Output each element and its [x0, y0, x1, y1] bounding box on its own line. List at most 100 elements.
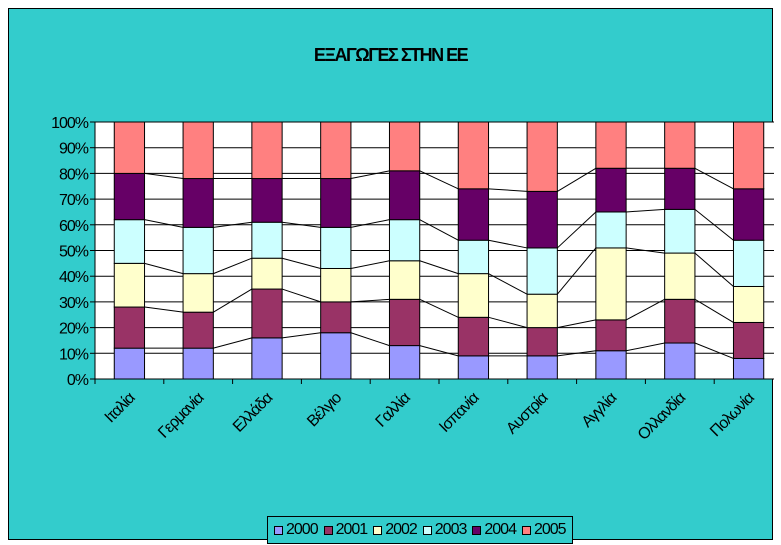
series-line-2002	[488, 273, 528, 295]
y-tick-label: 90%	[59, 141, 89, 158]
bar-segment-2001	[388, 298, 421, 347]
bar-segment-2003	[732, 239, 765, 287]
legend-item-2004: 2004	[472, 521, 517, 539]
series-line-2003	[144, 219, 184, 228]
x-tick-label: Ιταλία	[102, 389, 139, 426]
series-line-2002	[350, 260, 390, 269]
legend-label: 2003	[434, 521, 468, 538]
series-line-2003	[488, 239, 528, 249]
bar-segment-2001	[320, 301, 352, 334]
bar-segment-2005	[113, 121, 146, 174]
bar-segment-2001	[595, 319, 627, 352]
bar-segment-2005	[320, 121, 352, 180]
bar-segment-2001	[664, 298, 696, 344]
x-tick-label: Ισπανία	[436, 389, 483, 436]
x-tick-label: Γαλλία	[373, 389, 414, 430]
series-line-2004	[694, 167, 734, 190]
legend-label: 2005	[533, 521, 567, 538]
bar-segment-2005	[732, 121, 765, 190]
bar-segment-2001	[251, 288, 283, 339]
y-tick-label: 70%	[59, 192, 89, 209]
bar-segment-2005	[388, 121, 421, 172]
legend: 2000 2001 2002 2003 2004 2005	[267, 516, 573, 544]
bar-segment-2002	[595, 247, 627, 321]
bar-segment-2005	[526, 121, 558, 192]
legend-label: 2000	[286, 521, 319, 538]
legend-item-2001: 2001	[323, 521, 369, 539]
series-line-2001	[488, 316, 528, 329]
series-line-2000	[350, 332, 390, 347]
bar-segment-2004	[320, 178, 352, 228]
bar-segment-2002	[457, 273, 490, 318]
bar-segment-2001	[732, 321, 765, 359]
y-tick-label: 100%	[51, 115, 89, 132]
series-line-2004	[488, 188, 528, 192]
legend-label: 2004	[484, 521, 517, 538]
bar-segment-2004	[113, 172, 146, 221]
bar-segment-2000	[526, 355, 558, 380]
bar-segment-2004	[182, 178, 214, 228]
series-line-2002	[419, 260, 459, 275]
series-line-2002	[282, 257, 321, 269]
x-tick-label: Βέλγιο	[304, 389, 345, 430]
bar-segment-2000	[664, 342, 696, 380]
series-line-2004	[144, 172, 184, 180]
series-line-2004	[419, 170, 459, 190]
bar-segment-2000	[113, 347, 146, 380]
series-line-2001	[350, 298, 390, 303]
bar-segment-2002	[113, 262, 146, 308]
y-tick-label: 30%	[59, 295, 89, 312]
bar-segment-2002	[732, 285, 765, 323]
series-line-2000	[557, 350, 596, 357]
series-line-2002	[144, 262, 184, 275]
legend-label: 2001	[335, 521, 369, 538]
series-line-2001	[281, 288, 321, 303]
y-tick-label: 60%	[59, 218, 89, 235]
bar-segment-2003	[388, 219, 421, 262]
bar-segment-2000	[732, 357, 765, 380]
x-tick-label: Ολλανδία	[635, 389, 689, 443]
bar-segment-2001	[526, 327, 558, 357]
series-line-2003	[419, 219, 459, 241]
bar-segment-2002	[388, 260, 421, 300]
bar-segment-2000	[595, 350, 627, 380]
x-tick-label: Γερμανία	[155, 389, 207, 441]
series-line-2002	[213, 257, 253, 275]
bar-segment-2001	[457, 316, 490, 357]
legend-swatch	[422, 525, 432, 535]
bar-segment-2004	[732, 188, 765, 241]
y-tick-label: 80%	[59, 166, 89, 183]
bar-segment-2004	[457, 188, 490, 241]
bar-segment-2005	[251, 121, 283, 180]
legend-swatch	[323, 525, 333, 535]
bar-segment-2003	[251, 221, 283, 259]
bar-segment-2005	[595, 121, 627, 169]
legend-item-2002: 2002	[373, 521, 418, 539]
series-line-2001	[144, 306, 184, 313]
bar-segment-2004	[251, 178, 283, 223]
legend-swatch	[521, 525, 531, 535]
legend-item-2003: 2003	[422, 521, 468, 539]
bar-segment-2001	[182, 311, 214, 349]
legend-swatch	[472, 525, 482, 535]
series-line-2004	[557, 167, 597, 192]
series-line-2001	[419, 298, 459, 318]
bar-segment-2004	[388, 170, 421, 221]
bar-segment-2000	[457, 355, 490, 380]
legend-item-2000: 2000	[274, 521, 319, 539]
bar-segment-2002	[664, 252, 696, 300]
stacked-column-chart: 0% 10% 20% 30% 40% 50% 60% 70% 80% 90% 100% Ιταλία Γ…	[51, 115, 774, 444]
bar-segment-2001	[113, 306, 146, 349]
x-tick-label: Αγγλία	[579, 389, 621, 431]
series-line-2000	[213, 337, 252, 349]
series-line-2001	[694, 298, 734, 323]
series-line-2003	[282, 221, 321, 228]
series-line-2003	[626, 208, 665, 213]
series-line-2000	[282, 332, 321, 339]
chart-title: ΕΞΑΓΩΓΕΣ ΣΤΗΝ ΕΕ	[313, 45, 469, 65]
x-tick-label: Αυστρία	[503, 389, 551, 437]
bar-segment-2002	[182, 273, 214, 313]
x-tick-label: Ελλάδα	[230, 389, 276, 435]
series-line-2002	[626, 247, 665, 254]
y-tick-label: 50%	[59, 244, 89, 261]
